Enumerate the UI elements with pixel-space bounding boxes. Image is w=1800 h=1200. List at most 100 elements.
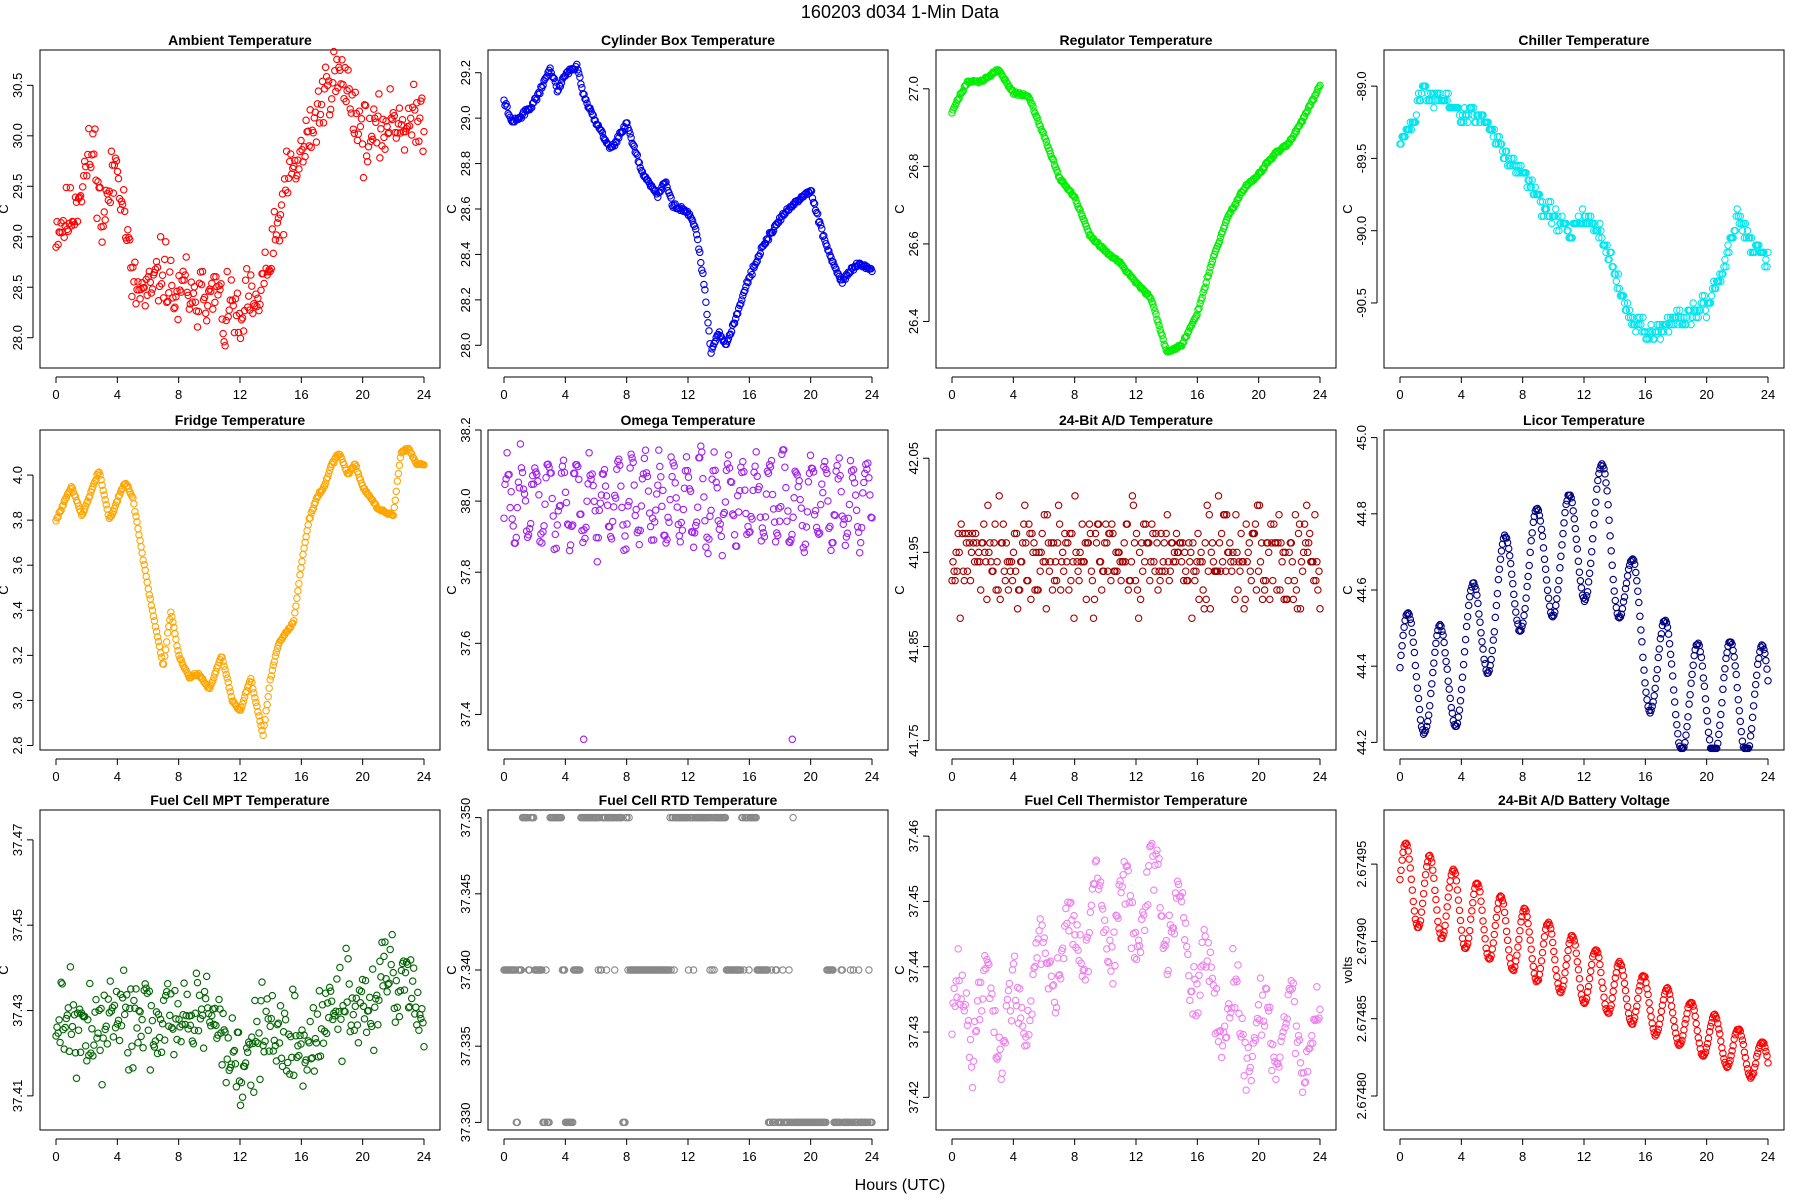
data-point [1694, 313, 1703, 322]
data-point [73, 499, 82, 507]
data-point [167, 256, 175, 265]
y-axis-label: C [892, 965, 907, 974]
data-point [1458, 673, 1467, 682]
data-point [1596, 219, 1604, 228]
data-point [868, 267, 876, 276]
panel-title: Regulator Temperature [1060, 32, 1213, 48]
data-point [1665, 320, 1674, 329]
data-point [1000, 567, 1009, 575]
data-point [1425, 701, 1434, 710]
data-point [183, 990, 191, 999]
data-point [1195, 304, 1203, 313]
data-point [1154, 586, 1162, 594]
data-point [966, 576, 975, 585]
data-point [1413, 96, 1422, 105]
data-point [1511, 600, 1519, 608]
data-point [774, 218, 783, 227]
data-point [990, 539, 998, 547]
data-point [1154, 318, 1162, 326]
data-point [1204, 271, 1213, 280]
data-point [1076, 206, 1084, 214]
data-point [280, 175, 289, 183]
y-tick-label: 26.4 [906, 309, 921, 334]
data-point [1214, 492, 1223, 500]
data-point [551, 530, 560, 539]
data-point [1181, 567, 1190, 575]
data-point [149, 612, 158, 621]
data-point [1288, 558, 1297, 566]
data-point [658, 502, 666, 511]
data-point [819, 488, 827, 497]
data-point [58, 502, 66, 510]
data-point [698, 448, 706, 456]
data-point [1536, 198, 1545, 206]
data-point [119, 966, 128, 974]
data-point [764, 469, 773, 477]
data-point [1445, 685, 1453, 693]
data-point [1198, 938, 1206, 947]
data-point [1409, 638, 1418, 646]
data-point [222, 316, 230, 325]
data-point [1555, 576, 1563, 585]
data-point [108, 161, 117, 169]
data-point [815, 217, 824, 226]
data-point [1573, 545, 1582, 553]
data-point [644, 487, 653, 495]
data-point [1700, 682, 1709, 691]
data-point [150, 1043, 159, 1051]
data-point [1591, 509, 1599, 517]
y-tick-label: 29.5 [10, 174, 25, 199]
data-point [1177, 558, 1186, 566]
data-point [716, 331, 725, 340]
data-point [1442, 657, 1450, 666]
data-point [1495, 132, 1504, 141]
data-point [1303, 548, 1312, 557]
data-point [188, 298, 197, 306]
data-point [128, 1042, 136, 1050]
data-point [1059, 567, 1068, 575]
data-point [999, 520, 1008, 528]
data-point [1136, 948, 1145, 957]
data-point [1275, 510, 1283, 519]
data-point [1397, 140, 1405, 148]
data-point [239, 327, 248, 335]
y-tick-label: 37.47 [10, 824, 25, 857]
data-point [802, 523, 811, 531]
data-point [623, 119, 631, 127]
data-point [1215, 539, 1224, 547]
data-point [1515, 161, 1523, 170]
data-point [153, 1049, 162, 1058]
data-point [218, 315, 226, 323]
data-point [1217, 229, 1226, 238]
data-point [1734, 212, 1743, 220]
data-point [1045, 567, 1054, 575]
panel-title: Fuel Cell MPT Temperature [150, 792, 330, 808]
data-point [99, 486, 107, 495]
data-point [185, 305, 194, 313]
data-point [1220, 1022, 1229, 1030]
data-point [955, 94, 963, 102]
data-point [1481, 935, 1489, 943]
data-point [1314, 586, 1322, 594]
data-point [693, 235, 702, 244]
data-point [1530, 190, 1539, 199]
data-point [601, 482, 610, 490]
data-point [1107, 576, 1115, 585]
data-point [1092, 539, 1101, 547]
data-point [1497, 140, 1506, 148]
data-point [1232, 510, 1240, 519]
x-tick-label: 0 [1396, 1149, 1403, 1164]
data-point [1674, 320, 1682, 329]
data-point [69, 1001, 78, 1009]
data-point [1526, 936, 1534, 944]
data-point [1468, 907, 1476, 915]
data-point [685, 210, 694, 218]
data-point [314, 87, 323, 95]
data-point [603, 501, 612, 510]
data-point [180, 276, 188, 284]
data-point [1049, 156, 1058, 164]
data-point [309, 128, 318, 137]
data-point [167, 608, 175, 616]
data-point [1294, 529, 1303, 538]
data-point [969, 1057, 978, 1065]
